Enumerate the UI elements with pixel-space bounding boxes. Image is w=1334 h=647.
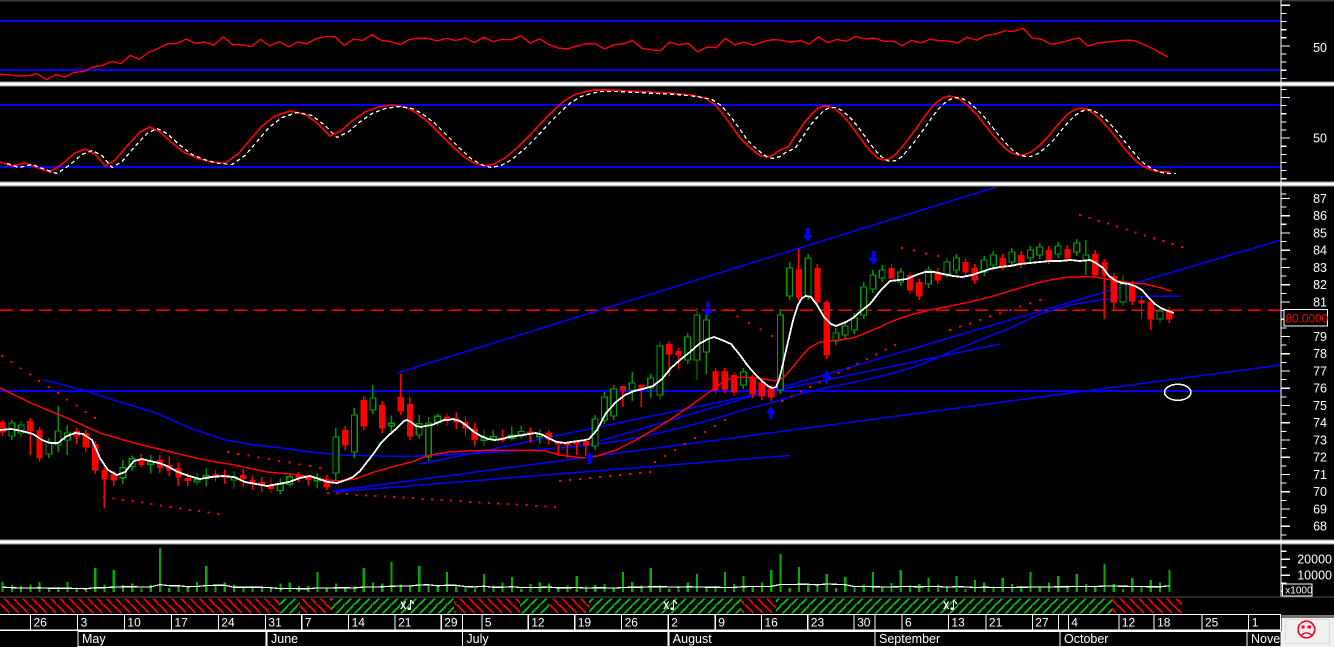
svg-text:10000: 10000 <box>1297 569 1332 583</box>
svg-text:26: 26 <box>34 616 48 630</box>
svg-text:82: 82 <box>1313 278 1327 292</box>
svg-text:1: 1 <box>1252 616 1259 630</box>
svg-text:14: 14 <box>352 616 366 630</box>
svg-text:June: June <box>271 632 298 646</box>
svg-text:25: 25 <box>1205 616 1219 630</box>
svg-text:19: 19 <box>578 616 592 630</box>
svg-text:75: 75 <box>1313 399 1327 413</box>
svg-text:August: August <box>673 632 712 646</box>
svg-text:29: 29 <box>444 616 458 630</box>
svg-text:73: 73 <box>1313 433 1327 447</box>
svg-text:72: 72 <box>1313 451 1327 465</box>
svg-text:4: 4 <box>1071 616 1078 630</box>
svg-text:17: 17 <box>175 616 189 630</box>
svg-text:77: 77 <box>1313 364 1327 378</box>
svg-text:September: September <box>879 632 940 646</box>
svg-text:85: 85 <box>1313 226 1327 240</box>
svg-text:May: May <box>82 632 106 646</box>
svg-text:83: 83 <box>1313 261 1327 275</box>
svg-text:20000: 20000 <box>1297 553 1332 567</box>
svg-text:26: 26 <box>625 616 639 630</box>
svg-text:24: 24 <box>221 616 235 630</box>
svg-text:76: 76 <box>1313 382 1327 396</box>
svg-text:7: 7 <box>305 616 312 630</box>
svg-text:6: 6 <box>905 616 912 630</box>
svg-text:16: 16 <box>765 616 779 630</box>
svg-text:74: 74 <box>1313 416 1327 430</box>
svg-text:x1000: x1000 <box>1285 586 1313 597</box>
svg-text:69: 69 <box>1313 502 1327 516</box>
svg-text:68: 68 <box>1313 520 1327 534</box>
svg-text:84: 84 <box>1313 244 1327 258</box>
svg-text:23: 23 <box>811 616 825 630</box>
svg-text:27: 27 <box>1035 616 1049 630</box>
svg-text:71: 71 <box>1313 468 1327 482</box>
svg-text:50: 50 <box>1313 131 1327 145</box>
svg-text:21: 21 <box>989 616 1003 630</box>
svg-text:87: 87 <box>1313 192 1327 206</box>
svg-text:5: 5 <box>485 616 492 630</box>
svg-text:21: 21 <box>398 616 412 630</box>
svg-text:July: July <box>466 632 489 646</box>
svg-text:10: 10 <box>127 616 141 630</box>
svg-text:October: October <box>1064 632 1108 646</box>
svg-text:86: 86 <box>1313 209 1327 223</box>
svg-text:30: 30 <box>857 616 871 630</box>
svg-text:2: 2 <box>671 616 678 630</box>
svg-text:78: 78 <box>1313 347 1327 361</box>
svg-text:50: 50 <box>1313 41 1327 55</box>
svg-text:18: 18 <box>1157 616 1171 630</box>
svg-text:12: 12 <box>531 616 545 630</box>
svg-text:31: 31 <box>268 616 282 630</box>
svg-text:80.0000: 80.0000 <box>1286 311 1329 325</box>
svg-text:13: 13 <box>951 616 965 630</box>
svg-text:70: 70 <box>1313 485 1327 499</box>
svg-text:9: 9 <box>718 616 725 630</box>
svg-text:12: 12 <box>1122 616 1136 630</box>
svg-text:3: 3 <box>81 616 88 630</box>
svg-text:79: 79 <box>1313 330 1327 344</box>
svg-text:81: 81 <box>1313 295 1327 309</box>
